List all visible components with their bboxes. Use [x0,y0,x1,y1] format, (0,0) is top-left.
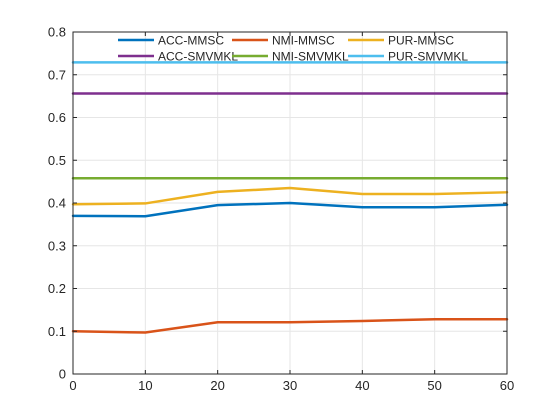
series-line-nmi-mmsc [71,318,509,334]
y-axis: 0 0.1 0.2 0.3 0.4 0.5 0.6 0.7 0.8 [48,25,507,382]
legend-item-pur-mmsc: PUR-MMSC [348,34,454,48]
legend: ACC-MMSC NMI-MMSC PUR-MMSC ACC-SMVMKL NMI-SM… [118,34,468,64]
y-tick-label: 0.7 [48,67,66,82]
series-lines [71,61,509,334]
y-tick-label: 0.1 [48,324,66,339]
x-tick-label: 20 [210,378,224,393]
y-tick-label: 0.6 [48,110,66,125]
legend-item-acc-smvmkl: ACC-SMVMKL [118,50,238,64]
legend-item-pur-smvmkl: PUR-SMVMKL [348,50,468,64]
series-line-pur-mmsc [71,186,509,206]
series-line-acc-mmsc [71,201,509,218]
y-tick-label: 0 [59,367,66,382]
legend-label: NMI-SMVMKL [272,50,349,64]
y-tick-label: 0.8 [48,25,66,40]
x-tick-label: 60 [500,378,514,393]
legend-item-nmi-mmsc: NMI-MMSC [232,34,335,48]
y-tick-label: 0.5 [48,153,66,168]
x-tick-label: 50 [427,378,441,393]
legend-label: ACC-SMVMKL [158,50,238,64]
legend-item-acc-mmsc: ACC-MMSC [118,34,224,48]
y-tick-label: 0.2 [48,281,66,296]
x-tick-label: 0 [69,378,76,393]
legend-item-nmi-smvmkl: NMI-SMVMKL [232,50,349,64]
legend-label: ACC-MMSC [158,34,224,48]
x-tick-label: 40 [355,378,369,393]
legend-label: NMI-MMSC [272,34,335,48]
x-axis: 0 10 20 30 40 50 60 [69,32,514,393]
y-tick-label: 0.3 [48,238,66,253]
x-tick-label: 30 [283,378,297,393]
legend-label: PUR-SMVMKL [388,50,468,64]
x-tick-label: 10 [138,378,152,393]
legend-label: PUR-MMSC [388,34,454,48]
y-tick-label: 0.4 [48,196,66,211]
